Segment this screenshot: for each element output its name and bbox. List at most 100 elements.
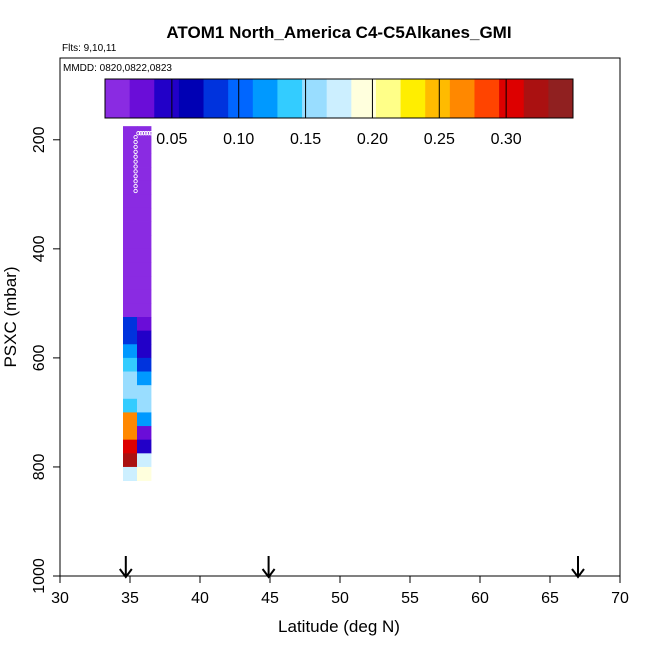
sample-point xyxy=(403,176,408,181)
colorbar-swatch xyxy=(474,79,500,118)
heatmap-cell xyxy=(137,153,152,168)
sample-point xyxy=(497,151,502,156)
sample-point xyxy=(253,187,259,192)
sample-point xyxy=(141,131,146,136)
sample-point xyxy=(204,252,210,257)
colorbar-swatch xyxy=(105,79,131,118)
colorbar-tick-label: 0.20 xyxy=(357,131,388,148)
x-axis-label: Latitude (deg N) xyxy=(278,617,400,636)
sample-point xyxy=(297,161,302,166)
sample-point xyxy=(595,161,600,166)
colorbar-swatch xyxy=(129,79,155,118)
heatmap-cell xyxy=(137,426,152,441)
sample-point xyxy=(133,134,138,140)
heatmap-cell xyxy=(123,289,138,304)
sample-point xyxy=(133,154,138,159)
sample-point xyxy=(499,151,504,156)
heatmap-cell xyxy=(137,262,152,277)
y-axis-label: PSXC (mbar) xyxy=(1,266,20,367)
sample-point xyxy=(133,179,138,184)
sample-point xyxy=(266,376,271,381)
sample-point xyxy=(260,193,266,199)
heatmap-cell xyxy=(137,167,152,182)
x-tick-label: 50 xyxy=(331,590,349,607)
sample-point xyxy=(266,315,271,320)
sample-point xyxy=(556,499,561,504)
sample-point xyxy=(553,478,558,484)
sample-point xyxy=(202,194,207,200)
sample-point xyxy=(608,154,613,159)
x-tick-label: 55 xyxy=(401,590,419,607)
sample-point xyxy=(213,295,218,301)
heatmap-cell xyxy=(137,207,152,222)
sample-point xyxy=(232,167,238,172)
sample-point xyxy=(484,151,490,156)
sample-point xyxy=(179,295,184,301)
sample-point xyxy=(495,151,500,156)
heatmap-cell xyxy=(123,194,138,209)
sample-point xyxy=(496,344,501,349)
sample-point xyxy=(210,194,215,200)
sample-point xyxy=(412,191,417,196)
sample-point xyxy=(246,180,252,186)
sample-point xyxy=(591,163,596,168)
sample-point xyxy=(143,131,149,136)
heatmap-cell xyxy=(137,289,152,304)
heatmap-cell xyxy=(123,412,138,427)
sample-point xyxy=(493,151,498,156)
y-tick-label: 400 xyxy=(31,235,48,262)
sample-point xyxy=(525,223,530,229)
colorbar-swatch xyxy=(499,79,525,118)
sample-point xyxy=(470,464,476,469)
flight-arrow xyxy=(571,556,585,579)
x-tick-label: 30 xyxy=(51,590,69,607)
sample-point xyxy=(181,194,186,200)
heatmap-cell xyxy=(123,248,138,263)
sample-point xyxy=(487,329,492,334)
heatmap-cell xyxy=(137,330,152,345)
sample-point xyxy=(189,194,194,200)
sample-point xyxy=(133,164,138,169)
sample-point xyxy=(206,194,211,200)
sample-point xyxy=(386,145,392,151)
heatmap-cell xyxy=(123,466,138,481)
sample-point xyxy=(196,208,201,213)
sample-point xyxy=(136,131,141,136)
sample-point xyxy=(138,131,144,136)
heatmap-cell xyxy=(137,453,152,468)
sample-point xyxy=(325,246,330,251)
heatmap-cell xyxy=(137,357,152,372)
sample-point xyxy=(281,213,287,218)
sample-point xyxy=(448,151,453,156)
sample-point xyxy=(454,267,459,273)
heatmap-cell xyxy=(123,398,138,413)
sample-point xyxy=(133,183,138,189)
sample-point xyxy=(612,152,617,157)
sample-point xyxy=(536,354,541,359)
sample-point xyxy=(483,474,488,479)
sample-point xyxy=(283,149,288,154)
y-tick-label: 600 xyxy=(31,344,48,371)
heatmap-cell xyxy=(137,235,152,250)
x-tick-label: 65 xyxy=(541,590,559,607)
sample-point xyxy=(466,460,471,466)
sample-point xyxy=(266,300,271,305)
sample-point xyxy=(302,170,308,175)
heatmap-cell xyxy=(123,167,138,182)
sample-point xyxy=(133,149,138,154)
colorbar-swatch xyxy=(400,79,426,118)
heatmap-cell xyxy=(137,317,152,332)
sample-point xyxy=(486,151,492,156)
colorbar-swatch xyxy=(375,79,402,118)
sample-point xyxy=(479,470,484,476)
sample-point xyxy=(420,206,425,212)
colorbar-swatch xyxy=(302,79,328,118)
sample-point xyxy=(221,339,226,344)
colorbar-swatch xyxy=(449,79,475,118)
sample-point xyxy=(133,174,138,179)
colorbar-tick-label: 0.25 xyxy=(424,131,455,148)
sample-point xyxy=(266,361,271,366)
sample-point xyxy=(318,179,323,184)
sample-point xyxy=(156,131,161,136)
colorbar-tick-label: 0.15 xyxy=(290,131,321,148)
